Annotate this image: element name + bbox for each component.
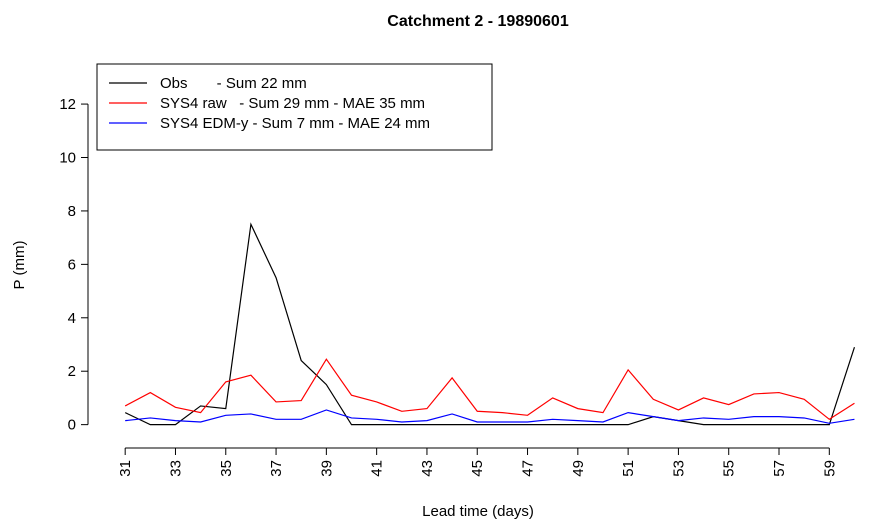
y-tick-label: 2 [68,363,76,380]
x-tick-label: 55 [721,460,738,477]
legend: Obs - Sum 22 mm SYS4 raw - Sum 29 mm - MA… [96,63,493,151]
x-tick-label: 43 [419,460,436,477]
x-axis-label: Lead time (days) [422,503,534,520]
chart-title: Catchment 2 - 19890601 [387,13,569,30]
x-tick-label: 51 [620,460,637,477]
x-tick-label: 35 [218,460,235,477]
legend-label: Obs - Sum 22 mm [160,75,307,92]
legend-label: SYS4 raw - Sum 29 mm - MAE 35 mm [160,95,425,112]
x-tick-label: 33 [167,460,184,477]
x-tick-label: 57 [771,460,788,477]
legend-label: SYS4 EDM-y - Sum 7 mm - MAE 24 mm [160,115,430,132]
y-tick-label: 6 [68,256,76,273]
x-tick-label: 45 [469,460,486,477]
y-tick-label: 4 [68,310,76,327]
legend-box [96,63,493,151]
x-tick-label: 59 [821,460,838,477]
y-tick-label: 0 [68,417,76,434]
x-tick-label: 49 [570,460,587,477]
y-tick-label: 10 [59,150,76,167]
y-tick-label: 12 [59,96,76,113]
x-tick-label: 47 [520,460,537,477]
x-tick-label: 37 [268,460,285,477]
y-axis-label: P (mm) [11,241,28,290]
x-tick-label: 39 [318,460,335,477]
x-tick-label: 53 [670,460,687,477]
x-tick-label: 41 [369,460,386,477]
series-line [124,358,855,421]
series-line [125,409,855,424]
series-line [124,222,856,426]
y-tick-label: 8 [68,203,76,220]
x-tick-label: 31 [117,460,134,477]
